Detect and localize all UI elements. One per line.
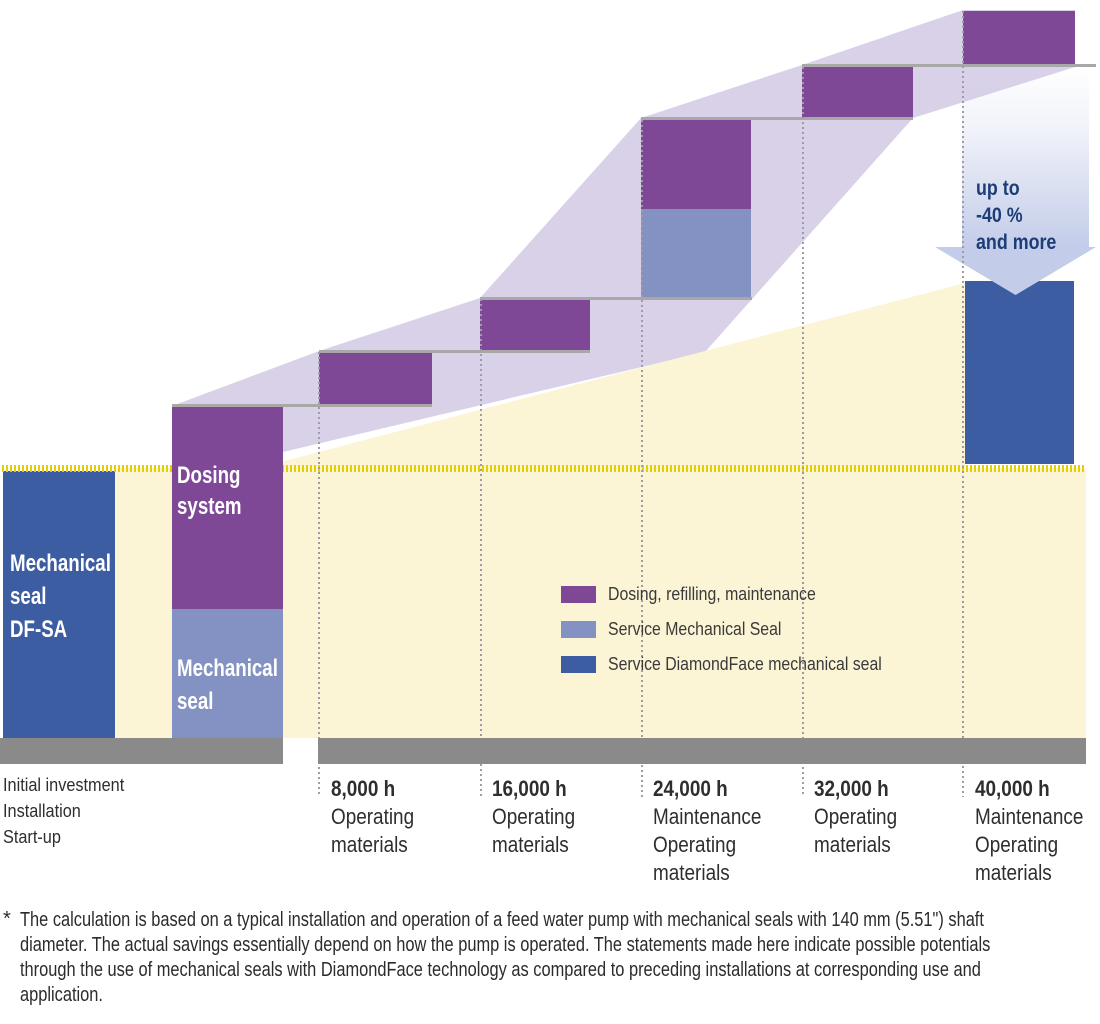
- gridline-40000h: [962, 11, 964, 797]
- axis-label-16000h: 16,000 h Operating materials: [492, 776, 576, 857]
- footnote-marker: *: [3, 908, 11, 930]
- bar-16000h-dosing: [480, 299, 590, 351]
- gridline-32000h: [802, 67, 804, 797]
- bar-8000h-dosing: [319, 352, 432, 405]
- df-sa-bar-label: Mechanical seal DF-SA: [10, 550, 111, 643]
- bar-mechanical-seal: [172, 609, 283, 738]
- step-line-8000h: [319, 350, 590, 353]
- step-line-32000h: [802, 64, 1096, 67]
- bar-24000h-dosing: [641, 120, 751, 209]
- step-line-initial: [172, 404, 432, 407]
- savings-arrow-shaft: [962, 68, 1089, 248]
- gridline-16000h: [480, 299, 482, 797]
- step-line-24000h: [641, 117, 913, 120]
- legend-label: Dosing, refilling, maintenance: [608, 584, 816, 604]
- axis-label-40000h: 40,000 h Maintenance Operating materials: [975, 776, 1084, 885]
- bar-32000h-dosing: [802, 67, 913, 117]
- axis-label-32000h: 32,000 h Operating materials: [814, 776, 898, 857]
- bar-40000h-dosing: [963, 11, 1075, 64]
- dosing-system-bar-label: Dosing system: [177, 462, 242, 520]
- step-line-16000h: [480, 297, 752, 300]
- axis-label-24000h: 24,000 h Maintenance Operating materials: [653, 776, 762, 885]
- bar-mechanical-seal-df-sa: [3, 471, 115, 738]
- axis-baseline-left: [0, 738, 283, 764]
- initial-investment-level-line: [2, 465, 1086, 472]
- savings-annotation: up to -40 % and more: [976, 177, 1057, 254]
- gridline-24000h: [641, 120, 643, 797]
- bar-24000h-service-mechanical-seal: [641, 209, 751, 298]
- legend-swatch-dosing: [561, 586, 596, 603]
- gridline-8000h: [318, 352, 320, 797]
- mechanical-seal-bar-label: Mechanical seal: [177, 655, 278, 715]
- bar-service-diamondface: [965, 281, 1074, 464]
- bar-dosing-system: [172, 406, 283, 609]
- legend-swatch-service-mechanical-seal: [561, 621, 596, 638]
- legend-swatch-service-diamondface: [561, 656, 596, 673]
- axis-label-initial: Initial investment Installation Start-up: [3, 774, 125, 847]
- axis-baseline-right: [318, 738, 1086, 764]
- footnote: The calculation is based on a typical in…: [20, 909, 991, 1006]
- legend-label: Service Mechanical Seal: [608, 619, 782, 639]
- legend-label: Service DiamondFace mechanical seal: [608, 654, 882, 674]
- axis-label-8000h: 8,000 h Operating materials: [331, 776, 415, 857]
